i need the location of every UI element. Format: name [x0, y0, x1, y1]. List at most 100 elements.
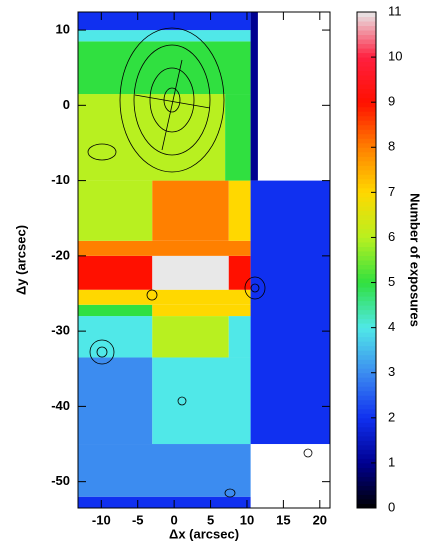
contour	[244, 276, 266, 300]
colorbar-segment	[357, 169, 376, 175]
colorbar-tick-label: 6	[388, 229, 395, 244]
contour	[146, 289, 158, 301]
heatmap-cell	[78, 30, 251, 42]
colorbar-segment	[357, 404, 376, 410]
colorbar-segment	[357, 386, 376, 392]
colorbar-segment	[357, 305, 376, 311]
colorbar-segment	[357, 278, 376, 284]
contour	[133, 44, 211, 156]
colorbar-segment	[357, 341, 376, 347]
y-tick-label: -10	[51, 172, 70, 187]
colorbar-tick-label: 8	[388, 139, 395, 154]
colorbar-segment	[357, 214, 376, 220]
colorbar-segment	[357, 431, 376, 437]
colorbar-segment	[357, 444, 376, 450]
colorbar-segment	[357, 70, 376, 76]
colorbar-tick-label: 7	[388, 184, 395, 199]
colorbar-tick-label: 11	[388, 3, 402, 18]
colorbar-segment	[357, 142, 376, 148]
colorbar-segment	[357, 201, 376, 207]
colorbar-segment	[357, 30, 376, 36]
colorbar-segment	[357, 269, 376, 275]
colorbar-tick-label: 1	[388, 454, 395, 469]
colorbar-segment	[357, 124, 376, 130]
colorbar-segment	[357, 223, 376, 229]
colorbar-segment	[357, 336, 376, 342]
colorbar-segment	[357, 390, 376, 396]
x-tick-label: 5	[207, 512, 214, 527]
heatmap-cell	[152, 180, 229, 241]
colorbar-segment	[357, 422, 376, 428]
colorbar-segment	[357, 232, 376, 238]
colorbar-segment	[357, 178, 376, 184]
colorbar-segment	[357, 377, 376, 383]
heatmap	[78, 12, 330, 508]
colorbar-segment	[357, 57, 376, 63]
colorbar-segment	[357, 413, 376, 419]
colorbar-segment	[357, 435, 376, 441]
heatmap-cell	[78, 357, 153, 445]
colorbar-segment	[357, 43, 376, 49]
colorbar-segment	[357, 133, 376, 139]
contour	[303, 448, 313, 458]
colorbar-segment	[357, 111, 376, 117]
colorbar-segment	[357, 503, 376, 509]
x-tick-label: -10	[92, 512, 111, 527]
x-tick-label: 0	[171, 512, 178, 527]
colorbar-segment	[357, 192, 376, 198]
heatmap-cell	[78, 12, 251, 31]
y-tick-label: -20	[51, 247, 70, 262]
heatmap-cell	[152, 304, 251, 317]
colorbar-segment	[357, 332, 376, 338]
colorbar-segment	[357, 160, 376, 166]
colorbar-segment	[357, 129, 376, 135]
colorbar-segment	[357, 84, 376, 90]
heatmap-cell	[152, 357, 251, 445]
colorbar-segment	[357, 48, 376, 54]
colorbar-segment	[357, 345, 376, 351]
colorbar-segment	[357, 93, 376, 99]
colorbar-segment	[357, 16, 376, 22]
colorbar-segment	[357, 151, 376, 157]
heatmap-cell	[78, 304, 153, 317]
colorbar-segment	[357, 147, 376, 153]
colorbar-segment	[357, 260, 376, 266]
contour	[96, 346, 108, 358]
colorbar-segment	[357, 106, 376, 112]
heatmap-cell	[78, 316, 153, 358]
colorbar-segment	[357, 138, 376, 144]
y-axis-label: Δy (arcsec)	[13, 225, 28, 295]
colorbar-segment	[357, 318, 376, 324]
heatmap-cell	[225, 94, 251, 181]
colorbar-segment	[357, 12, 376, 18]
heatmap-cell	[78, 180, 153, 241]
y-tick-label: -40	[51, 398, 70, 413]
heatmap-cell	[78, 444, 251, 497]
colorbar-segment	[357, 79, 376, 85]
colorbar-segment	[357, 196, 376, 202]
colorbar-segment	[357, 300, 376, 306]
x-axis-label: Δx (arcsec)	[169, 526, 239, 541]
heatmap-cell	[228, 180, 251, 241]
colorbar-segment	[357, 237, 376, 243]
heatmap-cell	[78, 289, 251, 305]
colorbar-segment	[357, 75, 376, 81]
colorbar-segment	[357, 350, 376, 356]
colorbar-segment	[357, 359, 376, 365]
colorbar-segment	[357, 88, 376, 94]
colorbar-segment	[357, 453, 376, 459]
colorbar-segment	[357, 471, 376, 477]
colorbar-segment	[357, 291, 376, 297]
colorbar-tick-label: 2	[388, 409, 395, 424]
heatmap-cell	[228, 255, 251, 290]
colorbar-segment	[357, 480, 376, 486]
colorbar-segment	[357, 363, 376, 369]
heatmap-cell	[78, 255, 153, 290]
colorbar-segment	[357, 66, 376, 72]
y-tick-label: -30	[51, 323, 70, 338]
y-tick-label: -50	[51, 473, 70, 488]
colorbar-segment	[357, 241, 376, 247]
colorbar-segment	[357, 476, 376, 482]
colorbar-segment	[357, 467, 376, 473]
